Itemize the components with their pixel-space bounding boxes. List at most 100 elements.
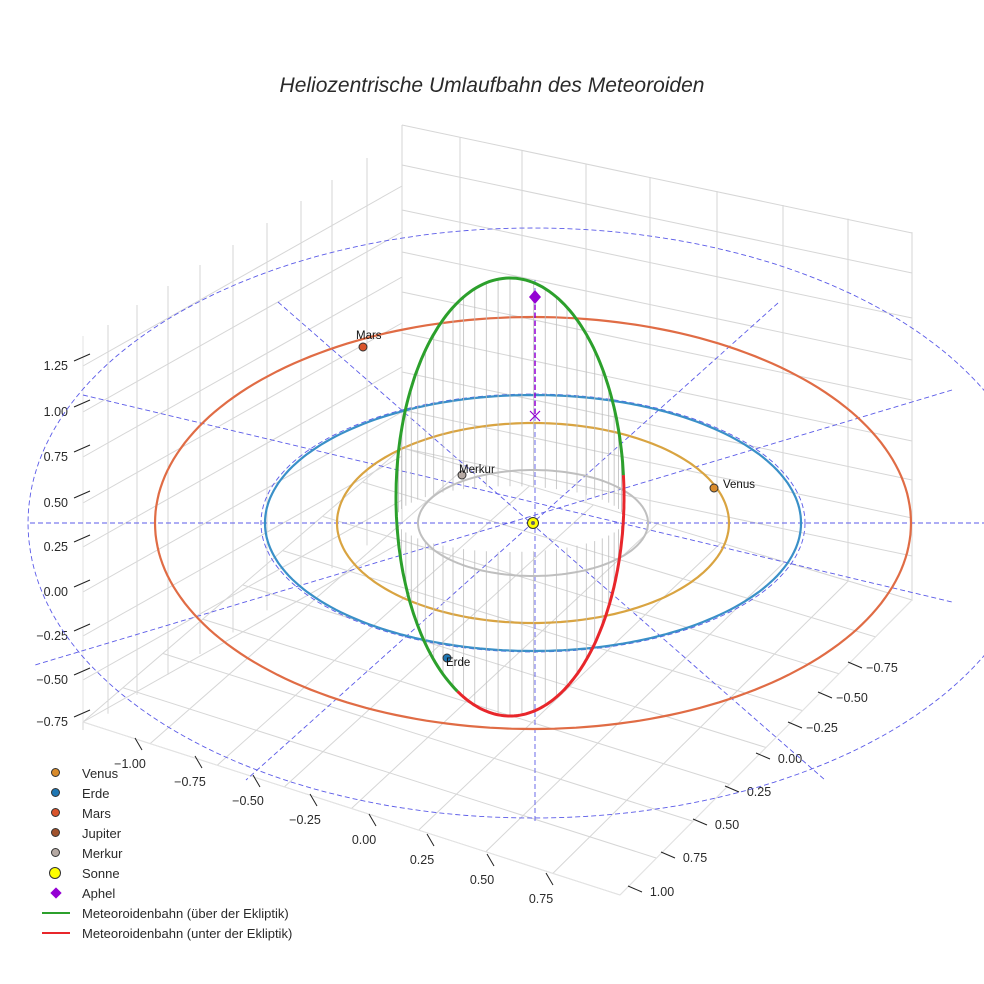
z-tick-label: 0.00 bbox=[44, 585, 68, 599]
z-tick-mark bbox=[73, 709, 91, 718]
legend-item[interactable]: Merkur bbox=[40, 843, 292, 863]
ecliptic-axis bbox=[277, 301, 826, 781]
meteoroid-orbit-below bbox=[456, 682, 571, 718]
grid-line bbox=[82, 411, 403, 593]
grid-line bbox=[82, 322, 403, 504]
legend-swatch bbox=[51, 828, 60, 837]
grid-line bbox=[351, 523, 658, 809]
legend-symbol bbox=[40, 803, 74, 823]
grid bbox=[82, 124, 913, 896]
grid-line bbox=[82, 455, 403, 637]
z-tick-label: 1.25 bbox=[44, 359, 68, 373]
x-tick-label: 0.00 bbox=[352, 833, 376, 847]
meteoroid-orbit-below bbox=[621, 475, 626, 502]
y-tick-mark bbox=[724, 785, 740, 793]
planet-label-venus: Venus bbox=[723, 479, 755, 491]
x-tick-label: 0.75 bbox=[529, 892, 553, 906]
legend-swatch bbox=[42, 932, 70, 934]
legend-swatch bbox=[42, 912, 70, 914]
z-tick-label: −0.25 bbox=[36, 629, 68, 643]
orbit-merkur bbox=[417, 469, 649, 577]
y-tick-mark bbox=[847, 661, 863, 669]
y-tick-mark bbox=[787, 721, 803, 729]
grid-line bbox=[401, 447, 913, 557]
y-tick-label: 0.50 bbox=[715, 818, 739, 832]
legend-label: Erde bbox=[82, 785, 110, 801]
legend-item[interactable]: Aphel bbox=[40, 883, 292, 903]
y-tick-mark bbox=[627, 885, 643, 893]
grid-line bbox=[82, 276, 403, 458]
z-tick-label: 0.75 bbox=[44, 450, 68, 464]
legend-label: Merkur bbox=[82, 845, 123, 861]
grid-line bbox=[82, 185, 403, 367]
y-tick-label: 1.00 bbox=[650, 885, 674, 899]
grid-line bbox=[401, 164, 913, 274]
planet-marker-erde bbox=[442, 653, 452, 663]
legend-label: Venus bbox=[82, 765, 119, 781]
legend-label: Mars bbox=[82, 805, 111, 821]
y-tick-label: 0.00 bbox=[778, 752, 802, 766]
z-tick-mark bbox=[73, 444, 91, 453]
legend-item[interactable]: Meteoroidenbahn (unter der Ekliptik) bbox=[40, 923, 292, 943]
x-tick-mark bbox=[252, 774, 261, 788]
legend-item[interactable]: Mars bbox=[40, 803, 292, 823]
y-tick-mark bbox=[817, 691, 833, 699]
x-tick-label: −1.00 bbox=[114, 757, 146, 771]
grid-line bbox=[82, 366, 403, 548]
x-tick-label: −0.25 bbox=[289, 813, 321, 827]
legend-item[interactable]: Venus bbox=[40, 763, 292, 783]
meteoroid-orbit-below bbox=[568, 497, 626, 685]
y-tick-mark bbox=[692, 818, 708, 826]
z-tick-label: 0.50 bbox=[44, 496, 68, 510]
ecliptic-grid bbox=[27, 227, 984, 822]
x-tick-mark bbox=[134, 737, 143, 751]
grid-line bbox=[401, 251, 913, 361]
legend-symbol bbox=[40, 763, 74, 783]
grid-line bbox=[82, 499, 403, 681]
grid-line bbox=[282, 550, 803, 712]
ecliptic-axis bbox=[245, 302, 779, 781]
z-tick-mark bbox=[73, 534, 91, 543]
orbit-mars bbox=[153, 315, 913, 731]
legend-label: Sonne bbox=[82, 865, 120, 881]
meteoroid-orbit-above bbox=[394, 276, 625, 693]
z-tick-mark bbox=[73, 623, 91, 632]
y-tick-mark bbox=[755, 752, 771, 760]
z-tick-mark bbox=[73, 490, 91, 499]
grid-line bbox=[82, 447, 403, 723]
x-tick-mark bbox=[194, 755, 203, 769]
grid-line bbox=[401, 124, 913, 234]
z-tick-label: 1.00 bbox=[44, 405, 68, 419]
grid-line bbox=[552, 580, 849, 874]
legend-symbol bbox=[40, 863, 74, 883]
planet-label-merkur: Merkur bbox=[459, 464, 495, 476]
legend-item[interactable]: Sonne bbox=[40, 863, 292, 883]
y-tick-label: −0.75 bbox=[866, 661, 898, 675]
legend-item[interactable]: Meteoroidenbahn (über der Ekliptik) bbox=[40, 903, 292, 923]
aphel-projection-marker bbox=[529, 410, 541, 422]
grid-line bbox=[401, 291, 913, 401]
legend-label: Meteoroidenbahn (unter der Ekliptik) bbox=[82, 925, 293, 941]
orbit-venus bbox=[335, 421, 731, 625]
legend-symbol bbox=[40, 923, 74, 943]
x-tick-mark bbox=[545, 872, 554, 886]
y-tick-mark bbox=[660, 851, 676, 859]
x-tick-mark bbox=[426, 833, 435, 847]
legend-symbol bbox=[40, 903, 74, 923]
legend-symbol bbox=[40, 843, 74, 863]
planet-label-erde: Erde bbox=[446, 657, 470, 669]
legend: Venus Erde Mars Jupiter Merkur Sonne Aphel Mete… bbox=[40, 763, 292, 943]
grid-line bbox=[418, 542, 722, 831]
y-tick-label: 0.75 bbox=[683, 851, 707, 865]
legend-item[interactable]: Erde bbox=[40, 783, 292, 803]
aphel-marker bbox=[529, 290, 541, 304]
box-edge bbox=[82, 721, 621, 896]
y-tick-label: −0.50 bbox=[836, 691, 868, 705]
z-tick-mark bbox=[73, 579, 91, 588]
x-tick-label: −0.50 bbox=[232, 794, 264, 808]
x-tick-label: 0.50 bbox=[470, 873, 494, 887]
legend-label: Jupiter bbox=[82, 825, 122, 841]
legend-item[interactable]: Jupiter bbox=[40, 823, 292, 843]
legend-swatch bbox=[50, 887, 62, 899]
